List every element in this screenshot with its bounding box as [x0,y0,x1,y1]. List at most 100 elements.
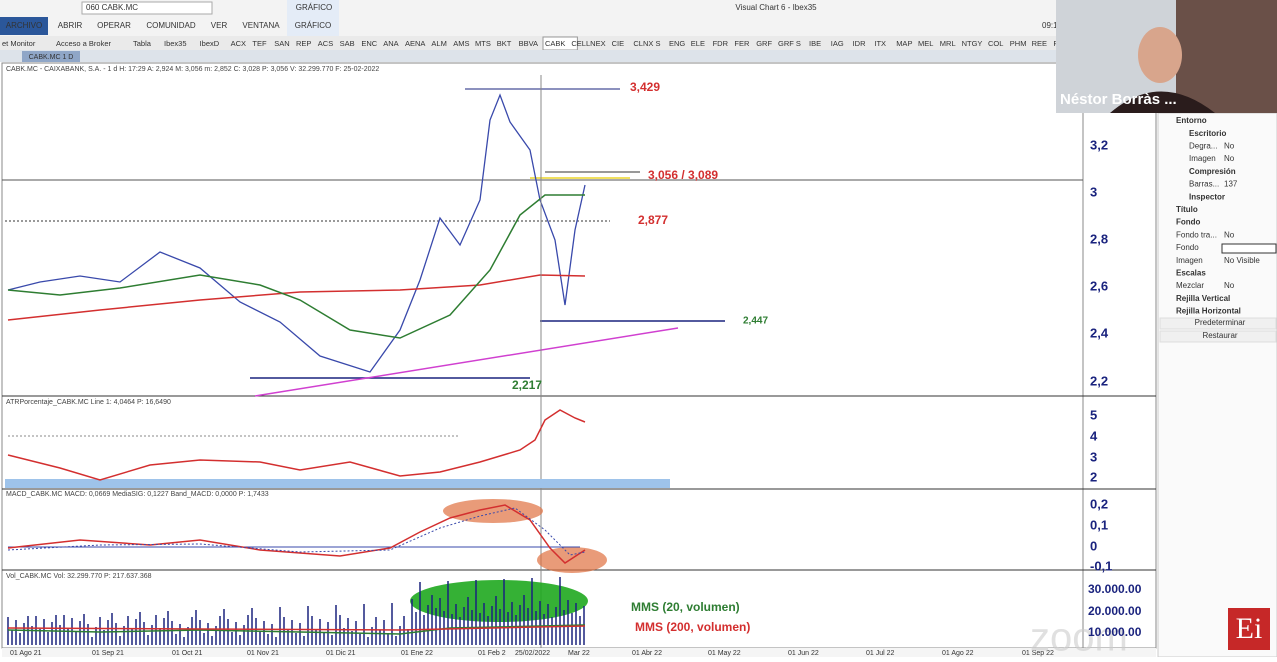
menu-item[interactable]: VENTANA [242,21,280,30]
property-name: Fondo [1176,218,1201,227]
tab[interactable]: ENG [669,39,685,48]
tab[interactable]: SAN [274,39,289,48]
price-tick: 2,2 [1090,373,1108,388]
price-tick: 3,2 [1090,137,1108,152]
tab[interactable]: GRF S [778,39,801,48]
chart-tab[interactable] [22,51,80,62]
highlight [443,499,543,523]
date-label: 01 Ago 22 [942,650,974,657]
tab[interactable]: IBE [809,39,821,48]
tab[interactable]: FER [734,39,750,48]
tab[interactable]: CIE [612,39,625,48]
property-name: Rejilla Horizontal [1176,307,1241,316]
price-series [7,93,586,373]
tab[interactable]: TEF [252,39,267,48]
property-name: Barras... [1189,180,1219,189]
price-tick: 2,8 [1090,231,1108,246]
property-name: Entorno [1176,116,1207,125]
price-tick: 2,4 [1090,325,1109,340]
color-box[interactable] [1221,243,1277,254]
menu-item[interactable]: ABRIR [58,21,83,30]
property-name: Escritorio [1189,129,1226,138]
person [1110,91,1215,113]
button[interactable] [1159,330,1277,343]
tab[interactable]: Acceso a Broker [56,39,112,48]
button[interactable] [1159,317,1277,330]
tab[interactable]: Tabla [133,39,152,48]
macd-tick: 0,2 [1090,496,1108,511]
price-annotation: 3,056 / 3,089 [648,168,718,182]
tab[interactable]: MRL [940,39,956,48]
volume-header: Vol_CABK.MC Vol: 32.299.770 P: 217.637.3… [6,573,152,580]
button-label[interactable]: Restaurar [1202,331,1237,340]
tab[interactable]: IbexD [200,39,220,48]
logo-bg [1228,608,1270,650]
tab[interactable]: ACX [231,39,246,48]
tab[interactable]: CLNX S [633,39,660,48]
tab[interactable]: Ibex35 [164,39,187,48]
participant-name: Néstor Borràs ... [1060,91,1177,108]
property-name: Escalas [1176,269,1206,278]
person [1138,27,1182,83]
tab[interactable]: ANA [383,39,398,48]
atr-band [5,479,670,488]
price-annotation: 2,217 [512,378,542,392]
date-label: 01 May 22 [708,650,741,657]
tab[interactable]: SAB [340,39,355,48]
tab[interactable]: COL [988,39,1003,48]
highlight [410,580,588,622]
date-label: 01 Abr 22 [632,650,662,657]
property-name: Inspector [1189,192,1225,201]
tab[interactable]: REP [296,39,311,48]
date-label: 01 Feb 2 [478,650,506,657]
tab[interactable]: BBVA [519,39,538,48]
atr-tick: 3 [1090,449,1097,464]
tab[interactable]: MEL [918,39,933,48]
tab[interactable]: PHM [1010,39,1027,48]
vol-ma20 [7,624,586,635]
tab[interactable]: FDR [713,39,729,48]
ma200 [7,274,586,321]
symbol-box[interactable] [81,1,213,15]
tab[interactable]: ELE [691,39,705,48]
atr-tick: 2 [1090,469,1097,484]
property-value: No [1224,281,1235,290]
tab[interactable]: ENC [361,39,377,48]
tab[interactable]: IAG [831,39,844,48]
tab[interactable]: ITX [874,39,886,48]
date-axis [2,648,1156,657]
tab-bar [0,36,1060,50]
button-label[interactable]: Predeterminar [1195,318,1246,327]
tab[interactable]: MTS [475,39,491,48]
tab[interactable]: AMS [453,39,469,48]
tab[interactable]: BKT [497,39,512,48]
tab[interactable]: et Monitor [2,39,36,48]
menu-item[interactable]: OPERAR [97,21,131,30]
property-value: No [1224,154,1235,163]
symbol-text[interactable]: 060 CABK.MC [86,3,138,12]
tab[interactable]: CABK [545,39,565,48]
tab[interactable]: NTGY [962,39,983,48]
tab[interactable]: ALM [431,39,446,48]
tab[interactable]: GRF [756,39,772,48]
menu-item[interactable]: VER [211,21,228,30]
tab[interactable]: IDR [853,39,867,48]
date-label: 01 Dic 21 [326,650,356,657]
menu-item[interactable]: ARCHIVO [6,21,42,30]
property-name: Imagen [1176,256,1203,265]
archivo-bg [0,17,48,35]
tab[interactable]: AENA [405,39,425,48]
chart-tab-label[interactable]: CABK.MC 1 D [29,54,74,61]
tab[interactable]: ACS [318,39,333,48]
atr-line [7,409,586,481]
properties-panel [1157,112,1277,658]
tab[interactable]: MAP [896,39,912,48]
tab[interactable]: REE [1032,39,1047,48]
price-tick: 2,6 [1090,278,1108,293]
tab[interactable]: CELLNEX [571,39,605,48]
menu-item[interactable]: COMUNIDAD [146,21,196,30]
atr-tick: 5 [1090,407,1097,422]
date-label: 01 Ene 22 [401,650,433,657]
menu-item[interactable]: GRÁFICO [295,21,331,30]
